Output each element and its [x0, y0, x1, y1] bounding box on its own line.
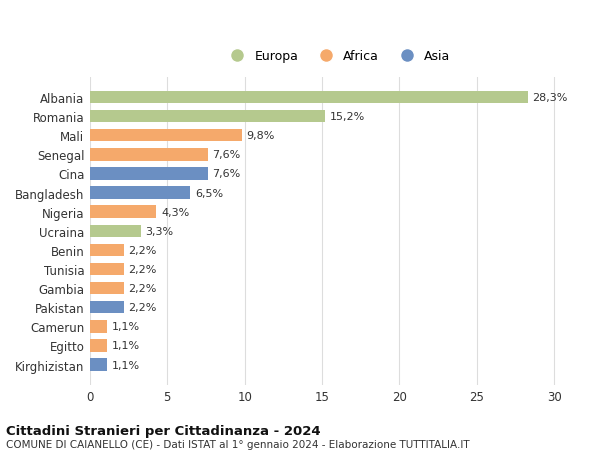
Text: 2,2%: 2,2% [128, 284, 157, 293]
Text: 7,6%: 7,6% [212, 150, 241, 160]
Bar [90, 130, 242, 142]
Text: 6,5%: 6,5% [195, 188, 223, 198]
Text: 28,3%: 28,3% [532, 93, 568, 103]
Text: 15,2%: 15,2% [330, 112, 365, 122]
Bar [90, 302, 124, 314]
Bar [90, 244, 124, 257]
Text: 3,3%: 3,3% [146, 226, 174, 236]
Bar [90, 206, 157, 218]
Text: 1,1%: 1,1% [112, 341, 140, 351]
Bar [90, 320, 107, 333]
Text: COMUNE DI CAIANELLO (CE) - Dati ISTAT al 1° gennaio 2024 - Elaborazione TUTTITAL: COMUNE DI CAIANELLO (CE) - Dati ISTAT al… [6, 440, 470, 449]
Bar [90, 111, 325, 123]
Text: 1,1%: 1,1% [112, 360, 140, 370]
Text: 1,1%: 1,1% [112, 322, 140, 331]
Text: 9,8%: 9,8% [246, 131, 275, 141]
Text: 2,2%: 2,2% [128, 302, 157, 313]
Bar [90, 282, 124, 295]
Text: 7,6%: 7,6% [212, 169, 241, 179]
Bar [90, 263, 124, 275]
Legend: Europa, Africa, Asia: Europa, Africa, Asia [218, 44, 457, 69]
Bar [90, 340, 107, 352]
Bar [90, 168, 208, 180]
Bar [90, 187, 190, 199]
Text: Cittadini Stranieri per Cittadinanza - 2024: Cittadini Stranieri per Cittadinanza - 2… [6, 424, 320, 437]
Bar [90, 225, 141, 237]
Bar [90, 92, 528, 104]
Text: 2,2%: 2,2% [128, 264, 157, 274]
Bar [90, 358, 107, 371]
Text: 2,2%: 2,2% [128, 246, 157, 255]
Text: 4,3%: 4,3% [161, 207, 190, 217]
Bar [90, 149, 208, 161]
